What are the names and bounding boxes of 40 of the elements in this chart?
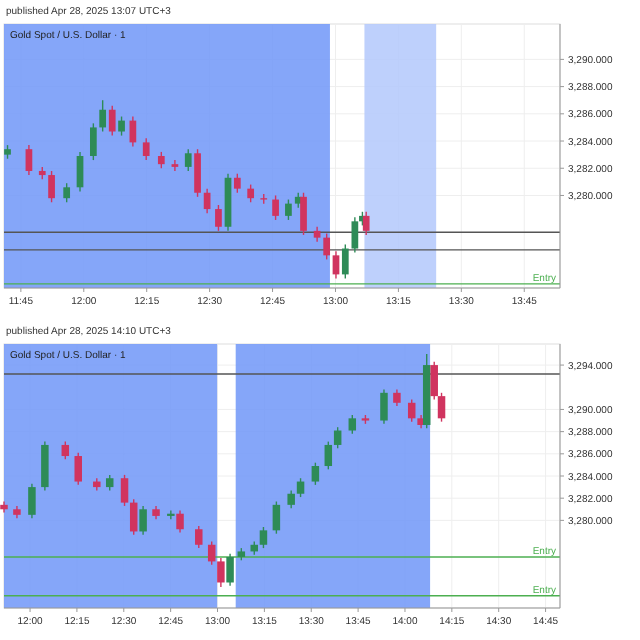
candlestick xyxy=(296,477,305,498)
candlestick xyxy=(120,474,129,507)
candlestick xyxy=(195,525,203,549)
candlestick xyxy=(25,144,33,176)
candlestick xyxy=(259,526,268,549)
candlestick xyxy=(351,216,359,254)
candlestick xyxy=(300,192,307,236)
candlestick xyxy=(311,461,320,486)
candlestick xyxy=(99,99,107,133)
candlestick xyxy=(407,398,416,423)
candlestick xyxy=(323,232,331,261)
candlestick xyxy=(28,483,36,519)
candlestick xyxy=(41,440,49,492)
candlestick xyxy=(63,182,71,203)
candlestick xyxy=(74,452,82,486)
candlestick xyxy=(272,500,281,535)
candlestick xyxy=(129,498,138,536)
candlestick xyxy=(380,388,388,425)
candlestick xyxy=(207,540,216,566)
candlestick xyxy=(348,414,357,435)
candlestick xyxy=(285,198,292,221)
candlestick xyxy=(233,172,241,194)
candlestick xyxy=(217,557,225,588)
candlestick xyxy=(48,170,55,203)
candlestick xyxy=(108,104,116,137)
candlestick xyxy=(324,440,333,471)
candlestick xyxy=(215,204,222,232)
candlestick xyxy=(176,509,184,534)
candlestick xyxy=(341,243,349,280)
candlestick xyxy=(118,115,125,137)
candlestick xyxy=(89,122,97,161)
candlestick xyxy=(272,194,279,221)
candlestick xyxy=(184,148,192,172)
candlestick xyxy=(333,426,342,449)
candlestick xyxy=(194,148,201,198)
candlestick xyxy=(142,137,150,161)
candlestick xyxy=(171,159,179,172)
candlestick xyxy=(167,509,175,520)
candlestick xyxy=(139,505,147,536)
candlestick xyxy=(226,552,234,587)
